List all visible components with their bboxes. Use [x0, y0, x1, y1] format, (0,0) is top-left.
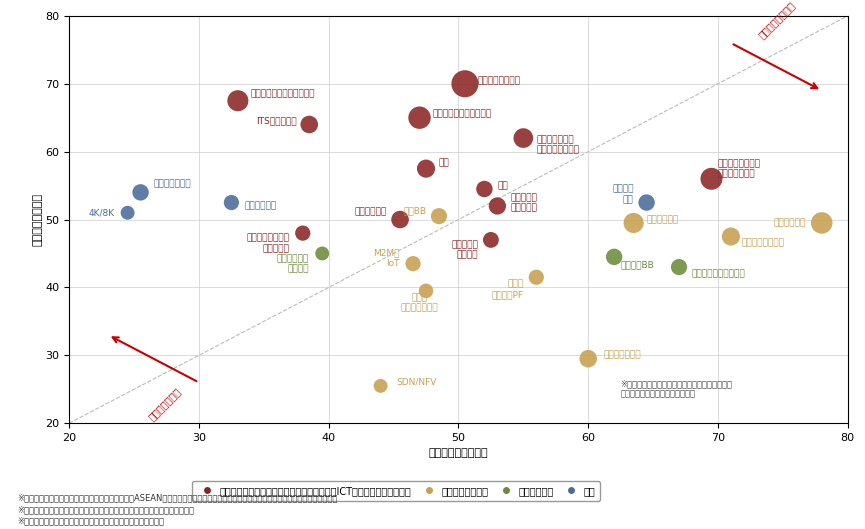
Point — [419, 165, 432, 173]
Point — [724, 232, 738, 241]
Text: ウェブ
サービスPF: ウェブ サービスPF — [491, 280, 523, 299]
Text: 金融: 金融 — [439, 159, 450, 168]
Text: 地域別展開重視: 地域別展開重視 — [147, 386, 183, 422]
Text: SDN/NFV: SDN/NFV — [396, 378, 437, 387]
Text: 電子ペーパー
デバイス: 電子ペーパー デバイス — [277, 254, 310, 273]
Point — [413, 113, 426, 122]
Legend: コンテンツ／アプリケーション／サービス（ICTの応用・利活用分野）, プラットフォーム, ネットワーク, 端末: コンテンツ／アプリケーション／サービス（ICTの応用・利活用分野）, プラットフ… — [192, 481, 600, 501]
Text: ITS／自動運転: ITS／自動運転 — [256, 116, 296, 125]
Point — [406, 259, 420, 268]
Text: スマートテレビ: スマートテレビ — [153, 180, 191, 189]
Text: 防災: 防災 — [497, 181, 508, 190]
X-axis label: 世界共通展開重視度: 世界共通展開重視度 — [429, 449, 488, 459]
Text: 先進素材・
次世代材料: 先進素材・ 次世代材料 — [510, 193, 537, 212]
Text: ロボット・
人口知能: ロボット・ 人口知能 — [451, 240, 477, 260]
Point — [626, 218, 640, 227]
Text: 4K/8K: 4K/8K — [88, 208, 115, 217]
Point — [815, 218, 829, 227]
Point — [458, 79, 471, 88]
Point — [581, 354, 595, 363]
Point — [419, 287, 432, 295]
Text: クラウド／仮想化: クラウド／仮想化 — [741, 239, 785, 248]
Text: M2M／
IoT: M2M／ IoT — [374, 249, 400, 268]
Point — [607, 253, 621, 261]
Point — [296, 229, 310, 238]
Point — [303, 120, 317, 129]
Text: モバイル
端末: モバイル 端末 — [612, 185, 633, 204]
Point — [374, 381, 388, 390]
Text: スマートインフラ: スマートインフラ — [477, 76, 521, 85]
Point — [315, 249, 329, 258]
Text: ※：各分野の回答結果を全分野（選択肢）を範囲として偏差値化: ※：各分野の回答結果を全分野（選択肢）を範囲として偏差値化 — [17, 517, 164, 526]
Point — [231, 96, 245, 105]
Point — [639, 198, 654, 207]
Text: 食料・農業（６次産業化）: 食料・農業（６次産業化） — [251, 89, 316, 98]
Text: 医療／健康／ヘルスケア: 医療／健康／ヘルスケア — [432, 110, 491, 119]
Point — [516, 134, 530, 142]
Text: セキュリティ: セキュリティ — [774, 218, 806, 227]
Point — [490, 202, 504, 210]
Text: ウェアラブル: ウェアラブル — [355, 207, 388, 216]
Text: クールジャパン／
コンテンツ: クールジャパン／ コンテンツ — [247, 234, 290, 253]
Text: 世界共通展開重視: 世界共通展開重視 — [757, 0, 798, 40]
Text: その他
次世代デバイス: その他 次世代デバイス — [400, 294, 439, 313]
Point — [393, 215, 407, 224]
Text: ビッグデータ: ビッグデータ — [646, 215, 679, 224]
Text: センサーネットワーク: センサーネットワーク — [692, 269, 746, 278]
Point — [477, 185, 491, 193]
Text: 固定BB: 固定BB — [403, 206, 426, 215]
Point — [704, 175, 718, 183]
Y-axis label: 地域別展開重視度: 地域別展開重視度 — [33, 193, 42, 246]
Point — [529, 273, 543, 281]
Text: スマートタウン
／スマートシティ: スマートタウン ／スマートシティ — [536, 135, 580, 154]
Point — [484, 236, 498, 244]
Point — [432, 212, 446, 221]
Text: スマート家電: スマート家電 — [244, 202, 277, 211]
Point — [133, 188, 147, 197]
Point — [225, 198, 239, 207]
Point — [672, 263, 686, 271]
Text: ※バブルの大きさは当該分野の海外展開の重視度
（全分野を範囲として偏差値化）: ※バブルの大きさは当該分野の海外展開の重視度 （全分野を範囲として偏差値化） — [620, 379, 733, 398]
Text: ※：地域別重視度：重視すべき地域（米国／欧州／ASEAN／中国／インド／中南米／その他）のいずれか１つ以上を回答した回答者比率: ※：地域別重視度：重視すべき地域（米国／欧州／ASEAN／中国／インド／中南米／… — [17, 493, 337, 502]
Text: モバイルBB: モバイルBB — [620, 260, 655, 269]
Text: ※：グローバル展開重視度：世界共通展開を重視すべきと回答した回答者比率: ※：グローバル展開重視度：世界共通展開を重視すべきと回答した回答者比率 — [17, 505, 195, 514]
Text: データセンター: データセンター — [604, 351, 641, 360]
Point — [120, 208, 135, 217]
Text: アプリケーション
／ソフトウェア: アプリケーション ／ソフトウェア — [718, 159, 761, 178]
